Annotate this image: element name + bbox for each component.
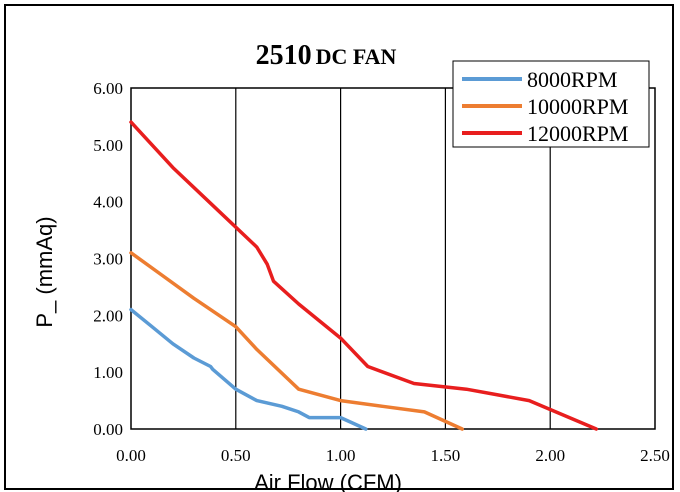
y-tick-label: 6.00 — [93, 79, 123, 98]
y-axis-label: P_ (mmAq) — [32, 216, 57, 327]
x-tick-label: 1.00 — [326, 446, 356, 465]
legend-label: 12000RPM — [527, 121, 628, 146]
y-tick-label: 1.00 — [93, 363, 123, 382]
y-tick-label: 4.00 — [93, 193, 123, 212]
chart-title-rest: DC FAN — [316, 44, 397, 69]
chart-title-main: 2510 — [256, 40, 312, 71]
plot-area — [130, 87, 656, 430]
series-line-12000rpm — [129, 120, 599, 431]
y-tick-label: 3.00 — [93, 250, 123, 269]
x-tick-label: 2.00 — [535, 446, 565, 465]
x-axis-label: Air Flow (CFM) — [254, 470, 402, 492]
x-tick-label: 0.00 — [116, 446, 146, 465]
y-tick-label: 0.00 — [93, 420, 123, 439]
legend-label: 10000RPM — [527, 94, 628, 119]
x-tick-label: 1.50 — [431, 446, 461, 465]
y-tick-label: 5.00 — [93, 136, 123, 155]
x-tick-label: 0.50 — [221, 446, 251, 465]
chart-title: 2510 DC FAN — [256, 40, 397, 71]
series-line-8000rpm — [129, 307, 368, 431]
x-tick-label: 2.50 — [640, 446, 670, 465]
chart-canvas: 2510 DC FAN 0.00 0.50 1.00 1.50 2.00 2.500.00… — [32, 40, 670, 492]
tick-labels: 0.00 0.50 1.00 1.50 2.00 2.50 0.00 1.00 2.00 3.00… — [93, 79, 670, 465]
series-lines — [129, 120, 599, 431]
y-tick-label: 2.00 — [93, 306, 123, 325]
chart-frame: 2510 DC FAN 0.00 0.50 1.00 1.50 2.00 2.50 0.00… — [4, 4, 674, 492]
series-line-10000rpm — [129, 251, 464, 431]
legend-label: 8000RPM — [527, 67, 617, 92]
